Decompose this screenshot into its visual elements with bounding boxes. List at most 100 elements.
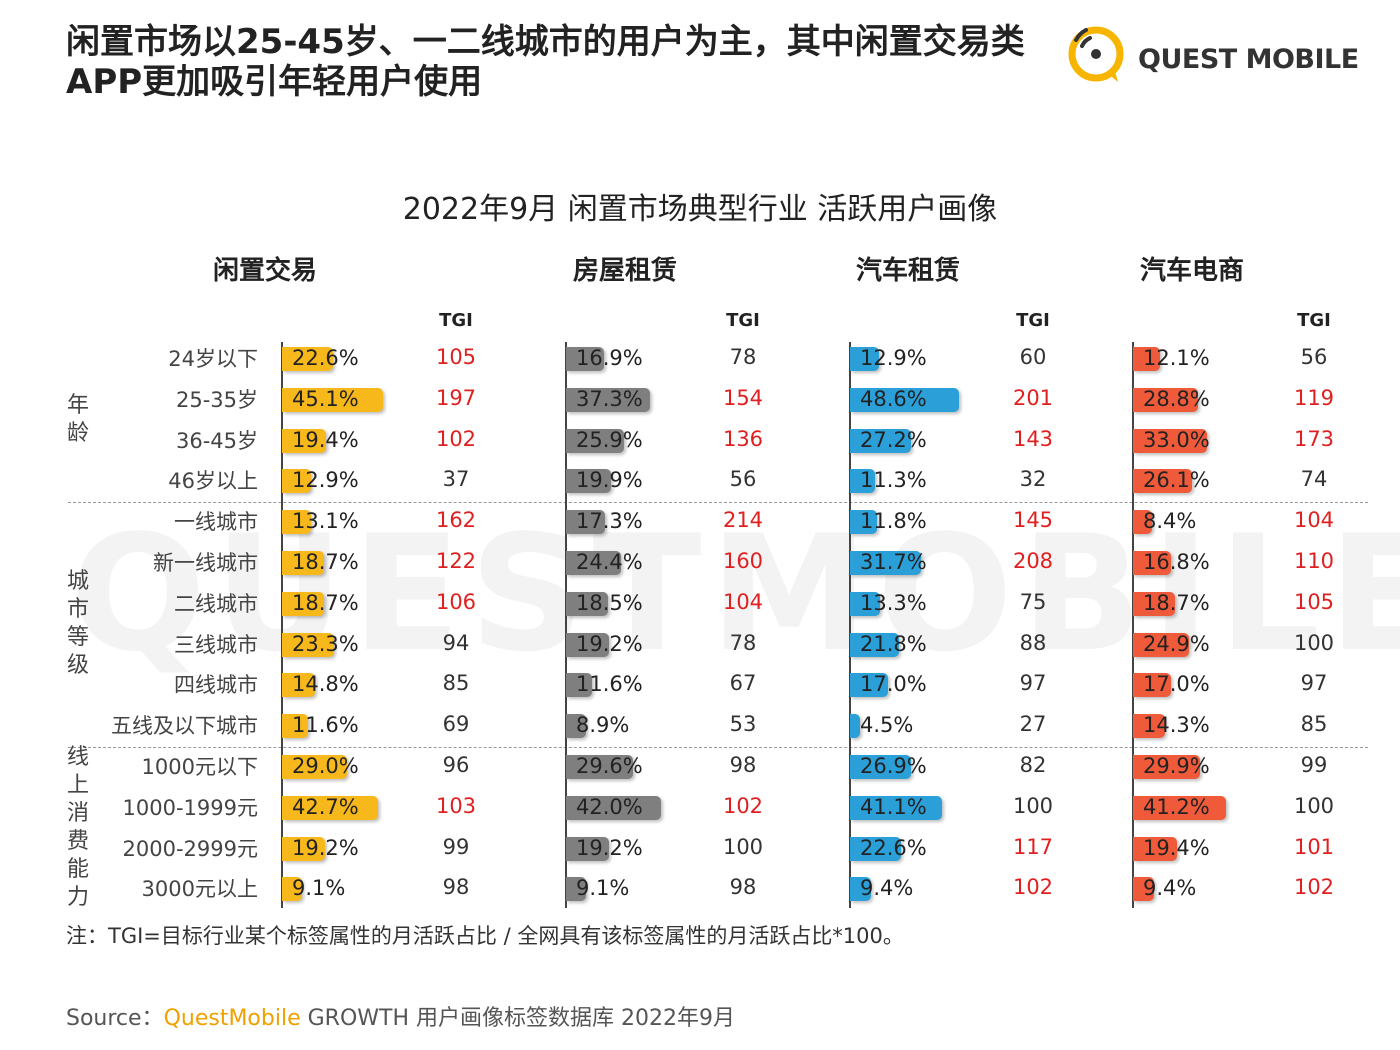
bar xyxy=(850,673,889,698)
category-group-label: 年 xyxy=(66,393,89,419)
tgi-value: 106 xyxy=(435,589,477,614)
tgi-value: 102 xyxy=(722,793,764,818)
data-label: 11.6% xyxy=(576,672,643,697)
data-label: 41.2% xyxy=(1143,794,1210,819)
row-label: 五线及以下城市 xyxy=(111,714,258,739)
bar xyxy=(1133,347,1161,371)
tgi-value: 102 xyxy=(1012,875,1054,900)
tgi-value: 98 xyxy=(729,875,757,900)
tgi-value: 122 xyxy=(435,549,477,573)
bar xyxy=(850,551,922,575)
tgi-value: 32 xyxy=(1019,467,1047,492)
tgi-value: 102 xyxy=(1293,875,1335,900)
tgi-value: 37 xyxy=(442,467,470,492)
tgi-value: 98 xyxy=(442,875,470,900)
tgi-value: 104 xyxy=(722,589,764,614)
row-label: 二线城市 xyxy=(174,591,258,616)
tgi-value: 103 xyxy=(435,793,477,818)
bar xyxy=(1133,510,1152,535)
data-label: 9.1% xyxy=(292,876,346,901)
bar xyxy=(850,795,943,820)
tgi-header: TGI xyxy=(726,310,760,331)
source-line: Source：QuestMobile GROWTH 用户画像标签数据库 2022… xyxy=(66,1000,735,1032)
data-label: 8.4% xyxy=(1143,509,1197,534)
series-axis xyxy=(1132,342,1134,908)
data-label: 11.6% xyxy=(292,713,359,738)
tgi-value: 99 xyxy=(1300,753,1328,777)
headline-line-2: APP更加吸引年轻用户使用 xyxy=(66,62,483,102)
data-label: 19.2% xyxy=(292,835,359,860)
tgi-value: 85 xyxy=(1300,712,1328,737)
row-label: 24岁以下 xyxy=(168,347,258,371)
bar xyxy=(282,877,303,902)
tgi-value: 214 xyxy=(722,508,764,533)
data-label: 18.7% xyxy=(292,590,359,615)
tgi-value: 27 xyxy=(1019,712,1047,737)
bar xyxy=(850,428,912,453)
data-label: 31.7% xyxy=(860,550,927,574)
source-suffix: GROWTH 用户画像标签数据库 2022年9月 xyxy=(300,1006,735,1031)
bar xyxy=(566,673,593,698)
tgi-header: TGI xyxy=(439,310,473,331)
tgi-value: 85 xyxy=(442,671,470,696)
category-group-label: 级 xyxy=(66,653,89,679)
data-label: 24.4% xyxy=(576,550,643,574)
data-label: 14.8% xyxy=(292,672,359,697)
data-label: 45.1% xyxy=(292,386,359,411)
series-title: 房屋租赁 xyxy=(572,256,677,286)
footnote: 注：TGI=目标行业某个标签属性的月活跃占比 / 全网具有该标签属性的月活跃占比… xyxy=(66,924,904,948)
data-label: 33.0% xyxy=(1143,427,1210,452)
quest-mobile-logo-icon xyxy=(1068,26,1124,82)
category-group-label: 线 xyxy=(66,745,89,771)
bar xyxy=(566,469,611,494)
bar xyxy=(1133,591,1176,616)
bar xyxy=(1133,428,1208,453)
data-label: 12.9% xyxy=(860,346,927,370)
brand-name: QUEST MOBILE xyxy=(1138,44,1359,75)
tgi-value: 67 xyxy=(729,671,757,696)
tgi-value: 160 xyxy=(722,549,764,573)
bar xyxy=(282,387,384,412)
data-label: 23.3% xyxy=(292,631,359,656)
group-separator xyxy=(68,502,1368,504)
tgi-header: TGI xyxy=(1016,310,1050,331)
bar xyxy=(850,714,861,739)
tgi-value: 69 xyxy=(442,712,470,737)
tgi-value: 98 xyxy=(729,753,757,777)
brand-logo: QUEST MOBILE xyxy=(1062,18,1359,88)
data-label: 28.8% xyxy=(1143,386,1210,411)
category-group-label: 市 xyxy=(66,597,89,623)
row-label: 3000元以上 xyxy=(141,877,258,902)
bar xyxy=(850,877,872,902)
bar xyxy=(850,469,876,494)
bar xyxy=(850,755,911,779)
chart-title: 2022年9月 闲置市场典型行业 活跃用户画像 xyxy=(402,192,998,227)
bar xyxy=(282,591,325,616)
bar xyxy=(850,510,877,535)
row-label: 三线城市 xyxy=(174,632,258,657)
data-label: 26.1% xyxy=(1143,468,1210,493)
data-label: 29.6% xyxy=(576,754,643,778)
tgi-value: 105 xyxy=(435,345,477,369)
data-label: 22.6% xyxy=(860,835,927,860)
bar xyxy=(850,387,960,412)
series-axis xyxy=(281,342,283,908)
tgi-value: 104 xyxy=(1293,508,1335,533)
tgi-value: 74 xyxy=(1300,467,1328,492)
data-label: 42.7% xyxy=(292,794,359,819)
data-label: 29.0% xyxy=(292,754,359,778)
tgi-value: 82 xyxy=(1019,753,1047,777)
tgi-value: 100 xyxy=(1293,630,1335,655)
bar xyxy=(282,347,333,371)
bar xyxy=(850,632,900,657)
series-axis xyxy=(565,342,567,908)
tgi-value: 197 xyxy=(435,385,477,410)
bar xyxy=(282,551,325,575)
category-group-label: 上 xyxy=(66,773,89,799)
bar xyxy=(566,714,587,739)
tgi-value: 100 xyxy=(1012,793,1054,818)
category-group-label: 城 xyxy=(66,569,89,595)
series-title: 汽车电商 xyxy=(1139,256,1244,286)
tgi-value: 173 xyxy=(1293,426,1335,451)
data-label: 9.4% xyxy=(1143,876,1197,901)
